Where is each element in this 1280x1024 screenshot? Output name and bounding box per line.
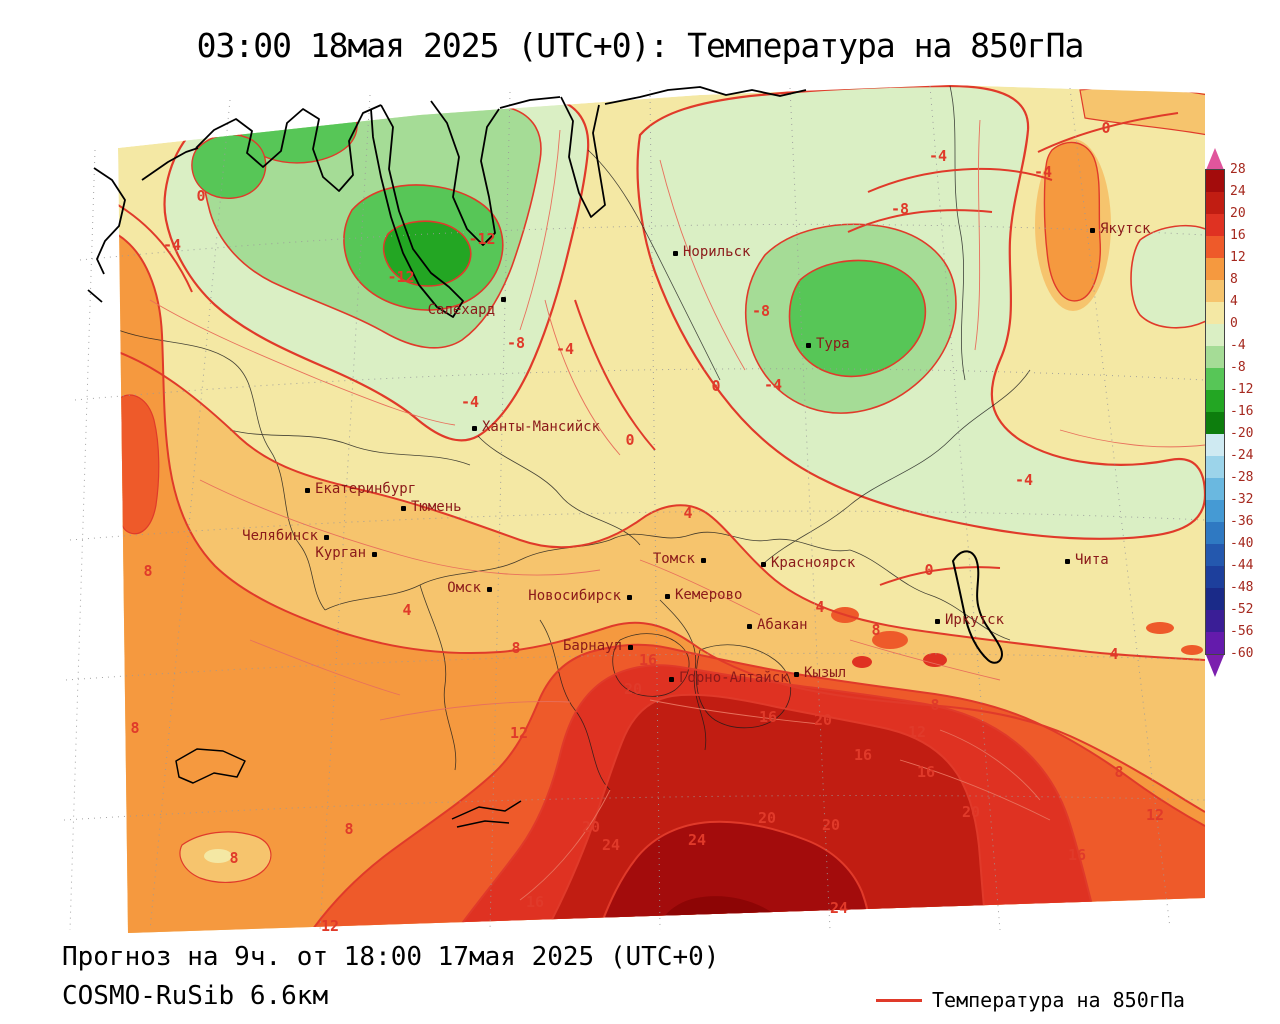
colorbar-segment (1206, 566, 1224, 588)
colorbar-tick: 12 (1230, 249, 1246, 265)
colorbar-segment (1206, 170, 1224, 192)
colorbar-tick: 4 (1230, 293, 1238, 309)
colorbar-segment (1206, 632, 1224, 654)
colorbar-segment (1206, 610, 1224, 632)
colorbar-tick: -40 (1230, 535, 1254, 551)
margin-coast (93, 167, 126, 275)
colorbar-segment (1206, 324, 1224, 346)
colorbar-segment (1206, 456, 1224, 478)
colorbar-segment (1206, 302, 1224, 324)
colorbar-tick: 0 (1230, 315, 1238, 331)
colorbar-segment (1206, 544, 1224, 566)
colorbar-segment (1206, 522, 1224, 544)
colorbar-segment (1206, 500, 1224, 522)
colorbar-segment (1206, 390, 1224, 412)
ob-gulf-coast (370, 104, 464, 318)
colorbar-tick: 24 (1230, 183, 1246, 199)
colorbar-segment (1206, 236, 1224, 258)
admin-boundaries (118, 85, 1031, 791)
taz-gulf-coast (430, 100, 500, 246)
page-title: 03:00 18мая 2025 (UTC+0): Температура на… (196, 26, 1085, 65)
graticule (63, 85, 1206, 931)
colorbar-segment (1206, 280, 1224, 302)
yamal-coast (195, 104, 382, 192)
colorbar-tick: -8 (1230, 359, 1246, 375)
temperature-field (118, 85, 1205, 933)
colorbar-segment (1206, 346, 1224, 368)
colorbar-segment (1206, 478, 1224, 500)
colorbar (1205, 169, 1225, 655)
lake-baikal (952, 550, 1003, 664)
colorbar-tick: -56 (1230, 623, 1254, 639)
lake-southwest (175, 748, 246, 784)
colorbar-segment (1206, 192, 1224, 214)
colorbar-tick: -60 (1230, 645, 1254, 661)
colorbar-segment (1206, 412, 1224, 434)
legend-label: Температура на 850гПа (932, 988, 1185, 1012)
colorbar-segments (1206, 170, 1224, 654)
colorbar-segment (1206, 368, 1224, 390)
colorbar-tick: -16 (1230, 403, 1254, 419)
forecast-info: Прогноз на 9ч. от 18:00 17мая 2025 (UTC+… (62, 942, 720, 972)
coastlines (87, 86, 1003, 828)
colorbar-tick: -12 (1230, 381, 1254, 397)
coast-west (141, 147, 199, 181)
colorbar-tick: 20 (1230, 205, 1246, 221)
yenisei-gulf-coast (560, 96, 606, 218)
colorbar-tick: -4 (1230, 337, 1246, 353)
colorbar-arrow-bottom (1206, 655, 1224, 677)
colorbar-segment (1206, 434, 1224, 456)
colorbar-tick: -44 (1230, 557, 1254, 573)
colorbar-tick: 28 (1230, 161, 1246, 177)
colorbar-tick: -28 (1230, 469, 1254, 485)
colorbar-tick: 16 (1230, 227, 1246, 243)
colorbar-ticks: 28 24 20 16 12 8 4 0 -4 -8 -12 -16 -20 -24 -28 -32 -36 -4… (1230, 162, 1274, 661)
model-info: COSMO-RuSib 6.6км (62, 981, 329, 1011)
contour-lines-thick (118, 112, 1205, 933)
contour-lines-thin (149, 119, 1205, 901)
legend-line-icon (876, 998, 922, 1002)
colorbar-arrow-top (1206, 148, 1224, 170)
colorbar-segment (1206, 214, 1224, 236)
colorbar-segment (1206, 258, 1224, 280)
colorbar-tick: 8 (1230, 271, 1238, 287)
colorbar-tick: -24 (1230, 447, 1254, 463)
colorbar-segment (1206, 588, 1224, 610)
colorbar-tick: -20 (1230, 425, 1254, 441)
colorbar-tick: -32 (1230, 491, 1254, 507)
colorbar-tick: -48 (1230, 579, 1254, 595)
legend: Температура на 850гПа (876, 988, 1185, 1012)
colorbar-tick: -52 (1230, 601, 1254, 617)
colorbar-tick: -36 (1230, 513, 1254, 529)
taymyr-coast (604, 86, 807, 105)
